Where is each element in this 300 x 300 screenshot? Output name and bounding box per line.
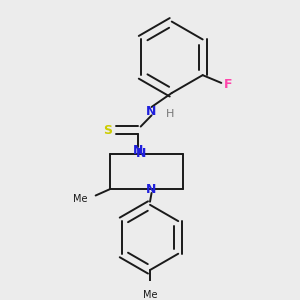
Text: Me: Me: [143, 290, 157, 300]
Text: N: N: [146, 183, 157, 196]
Text: N: N: [132, 144, 143, 157]
Text: Me: Me: [74, 194, 88, 204]
Text: H: H: [166, 109, 174, 119]
Text: S: S: [103, 124, 112, 137]
Text: N: N: [146, 105, 157, 118]
Text: N: N: [136, 147, 146, 160]
Text: F: F: [224, 78, 232, 91]
